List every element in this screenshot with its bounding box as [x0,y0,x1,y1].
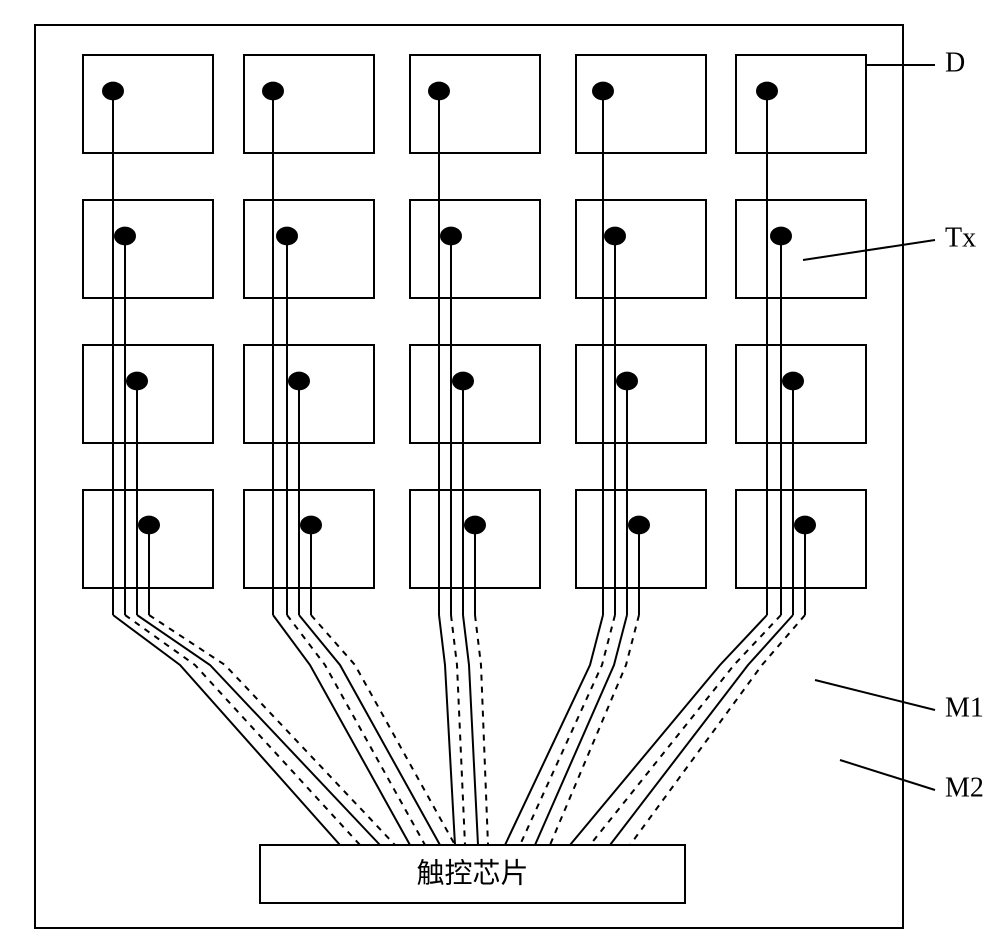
electrode-cell [83,200,213,298]
m1-wire [505,615,603,845]
electrode-cell [576,55,706,153]
electrode-cell [244,200,374,298]
annotation-leader-m1 [815,680,935,710]
annotation-label-tx: Tx [945,222,976,253]
contact-dot [114,227,136,246]
contact-dot [262,82,284,101]
contact-dot [756,82,778,101]
m1-wire [610,615,793,845]
annotation-label-m2: M2 [945,772,984,803]
electrode-cell [736,345,866,443]
contact-dot [288,372,310,391]
electrode-cell [576,200,706,298]
electrode-cell [410,200,540,298]
m1-wire [463,615,478,845]
contact-dot [794,516,816,535]
contact-dot [102,82,124,101]
electrode-cell [736,490,866,588]
m1-wire [137,615,380,845]
outer-frame [35,25,903,928]
contact-dot [464,516,486,535]
touch-chip-label: 触控芯片 [416,857,528,889]
contact-dot [592,82,614,101]
electrode-cell [83,345,213,443]
m1-wire [535,615,627,845]
contact-dot [428,82,450,101]
annotation-label-m1: M1 [945,692,984,723]
electrode-cell [244,55,374,153]
contact-dot [440,227,462,246]
contact-dot [300,516,322,535]
contact-dot [628,516,650,535]
annotation-label-d: D [945,47,965,78]
electrode-cell [410,345,540,443]
m2-wire [287,615,425,845]
m1-wire [439,615,455,845]
annotation-leader-tx [803,240,935,260]
electrode-cell [576,345,706,443]
contact-dot [604,227,626,246]
m2-wire [520,615,615,845]
contact-dot [126,372,148,391]
electrode-cell [244,490,374,588]
m1-wire [273,615,410,845]
contact-dot [138,516,160,535]
electrode-cell [576,490,706,588]
contact-dot [276,227,298,246]
m2-wire [311,615,455,845]
contact-dot [616,372,638,391]
m2-wire [630,615,805,845]
contact-dot [770,227,792,246]
electrode-cell [410,55,540,153]
contact-dot [782,372,804,391]
electrode-cell [83,55,213,153]
electrode-cell [244,345,374,443]
contact-dot [452,372,474,391]
m1-wire [299,615,440,845]
annotation-leader-m2 [840,760,935,790]
electrode-cell [736,55,866,153]
m1-wire [113,615,340,845]
electrode-cell [736,200,866,298]
